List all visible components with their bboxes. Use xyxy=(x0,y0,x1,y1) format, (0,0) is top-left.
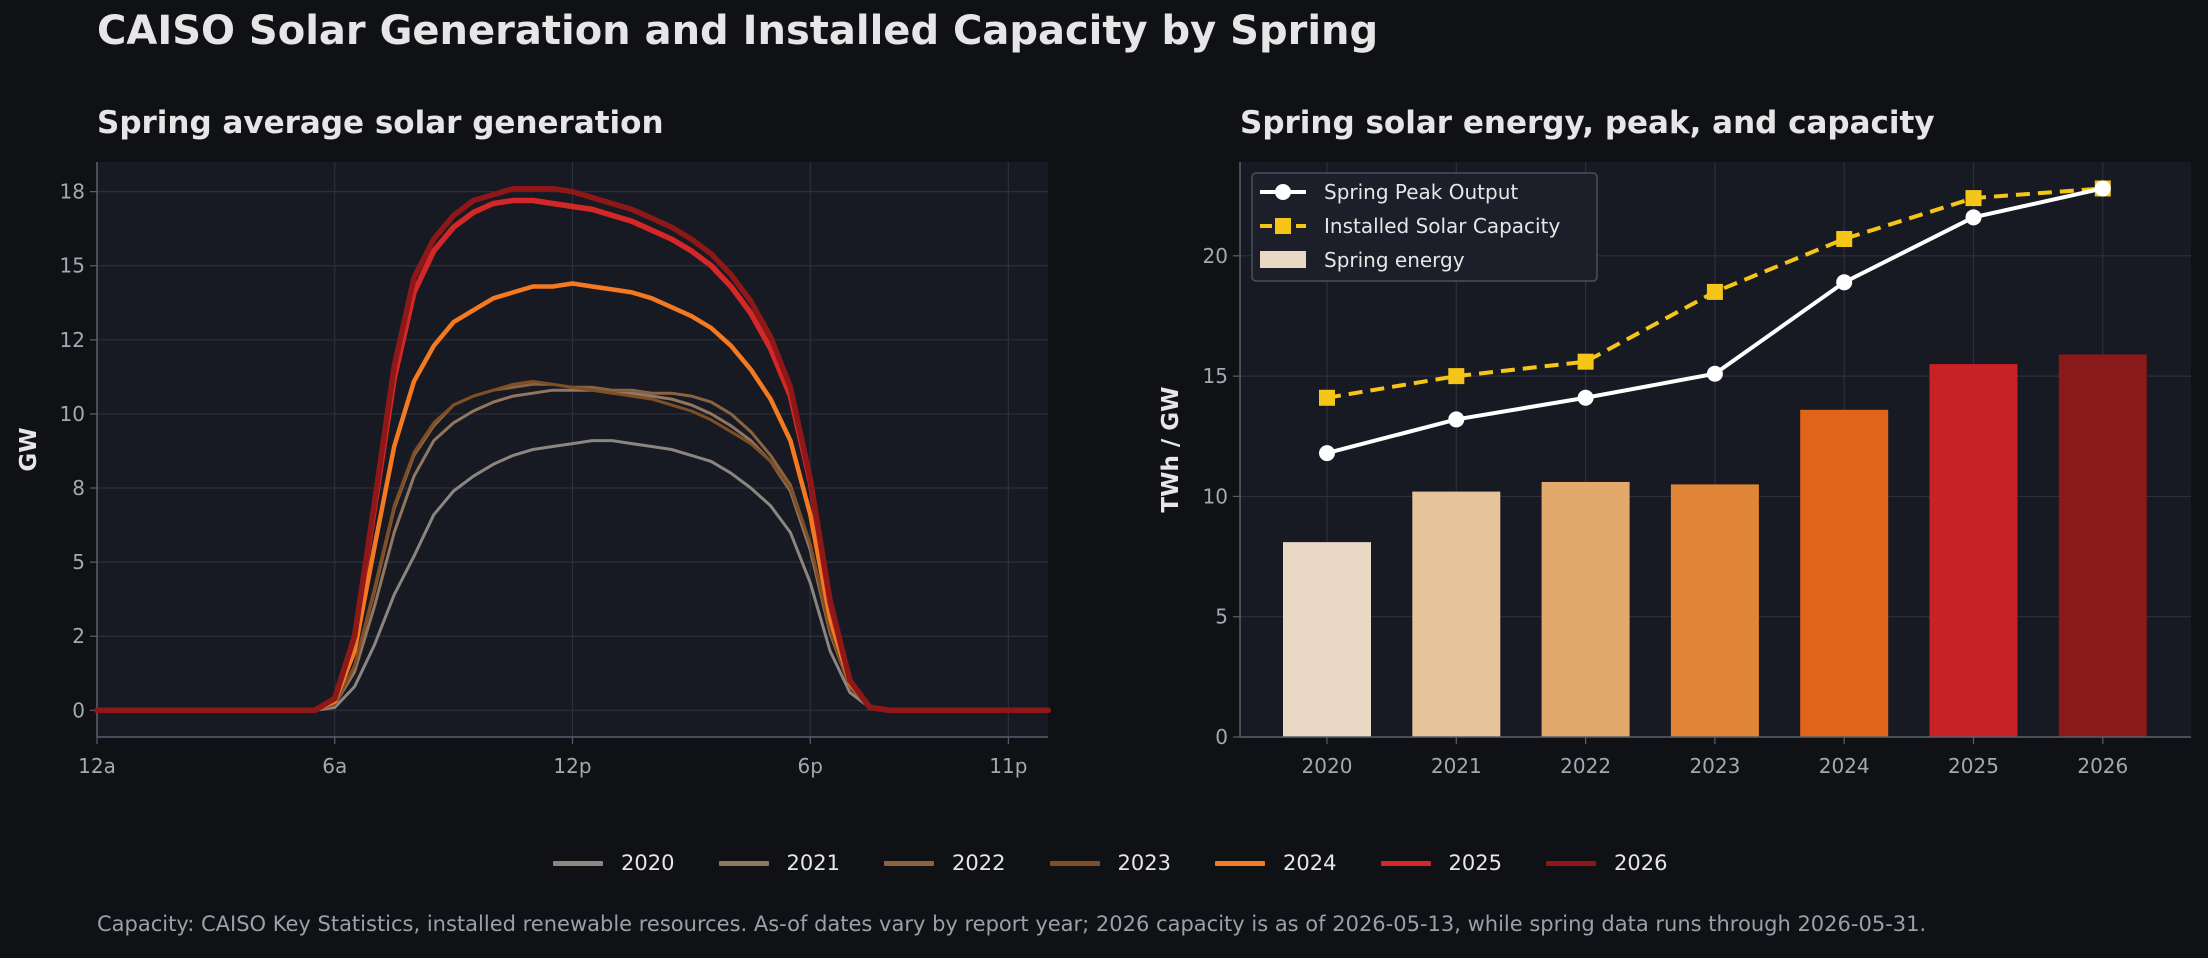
legend-swatch xyxy=(1215,860,1265,866)
left-panel-title: Spring average solar generation xyxy=(97,105,664,141)
figure-title: CAISO Solar Generation and Installed Cap… xyxy=(97,8,1379,54)
legend-swatch xyxy=(1049,860,1100,866)
legend-swatch-peak-marker xyxy=(1275,184,1291,200)
legend-item-2026: 2026 xyxy=(1546,843,1667,883)
legend-item-2022: 2022 xyxy=(884,843,1005,883)
right-x-tick-label: 2023 xyxy=(1689,754,1740,778)
legend-label: Spring Peak Output xyxy=(1324,180,1518,204)
legend-item-2024: 2024 xyxy=(1215,843,1336,883)
peak-marker-2021 xyxy=(1448,411,1465,428)
left-x-tick-label: 11p xyxy=(989,754,1027,778)
capacity-marker-2022 xyxy=(1577,353,1594,370)
peak-marker-2020 xyxy=(1319,445,1335,462)
left-y-tick-label: 12 xyxy=(60,328,85,352)
right-legend: Spring Peak Output Installed Solar Capaci… xyxy=(1251,172,1598,282)
right-legend-frame xyxy=(1251,172,1598,282)
right-y-tick-label: 15 xyxy=(1203,364,1228,388)
bottom-legend: 2020 2021 2022 2023 2024 2025 2026 xyxy=(0,843,2208,883)
left-y-tick-label: 2 xyxy=(72,624,85,648)
legend-label: Spring energy xyxy=(1324,248,1465,272)
right-x-tick-label: 2025 xyxy=(1948,754,1999,778)
legend-swatch xyxy=(718,860,769,866)
capacity-marker-2021 xyxy=(1448,368,1465,385)
left-y-tick-label: 5 xyxy=(72,550,85,574)
right-y-tick-label: 10 xyxy=(1203,484,1228,508)
legend-label: 2021 xyxy=(786,851,840,875)
legend-item-2021: 2021 xyxy=(718,843,840,883)
left-y-tick-label: 15 xyxy=(60,254,85,278)
left-x-tick-label: 6p xyxy=(798,754,823,778)
legend-swatch xyxy=(1380,860,1431,866)
right-x-tick-label: 2020 xyxy=(1302,754,1353,778)
generation-line-2023 xyxy=(95,379,1050,712)
capacity-marker-2020 xyxy=(1319,389,1335,406)
legend-swatch xyxy=(553,860,603,866)
peak-marker-2022 xyxy=(1577,389,1594,406)
left-y-tick-label: 18 xyxy=(60,180,85,204)
energy-bar-2022 xyxy=(1541,481,1630,737)
energy-bar-2024 xyxy=(1800,409,1889,737)
left-x-tick-label: 12a xyxy=(78,754,116,778)
legend-item-2025: 2025 xyxy=(1380,843,1502,883)
peak-marker-2024 xyxy=(1836,274,1853,291)
energy-bar-2023 xyxy=(1670,484,1759,737)
legend-label: 2022 xyxy=(952,851,1006,875)
legend-label: 2026 xyxy=(1614,851,1668,875)
footnote: Capacity: CAISO Key Statistics, installe… xyxy=(97,912,1927,936)
capacity-marker-2023 xyxy=(1706,283,1723,300)
left-y-axis-label: GW xyxy=(16,427,42,471)
right-x-tick-label: 2026 xyxy=(2077,754,2128,778)
left-x-tick-label: 6a xyxy=(322,754,347,778)
peak-marker-2025 xyxy=(1965,209,1982,226)
energy-bar-2025 xyxy=(1929,364,2018,737)
capacity-marker-2025 xyxy=(1965,190,1982,207)
legend-label: 2024 xyxy=(1283,851,1337,875)
legend-label: Installed Solar Capacity xyxy=(1324,214,1560,238)
legend-swatch xyxy=(884,860,934,866)
legend-label: 2023 xyxy=(1117,851,1171,875)
right-panel-title: Spring solar energy, peak, and capacity xyxy=(1240,105,1935,141)
legend-item-2023: 2023 xyxy=(1049,843,1171,883)
generation-line-2024 xyxy=(94,281,1051,713)
right-x-tick-label: 2021 xyxy=(1431,754,1482,778)
right-y-axis-label: TWh / GW xyxy=(1158,386,1184,512)
right-x-tick-label: 2024 xyxy=(1819,754,1870,778)
right-y-tick-label: 20 xyxy=(1203,244,1228,268)
right-x-tick-label: 2022 xyxy=(1560,754,1611,778)
legend-swatch-energy xyxy=(1260,251,1306,268)
left-y-tick-label: 8 xyxy=(72,476,85,500)
generation-line-2020 xyxy=(95,439,1050,712)
energy-bar-2020 xyxy=(1283,542,1371,737)
right-y-tick-label: 0 xyxy=(1215,725,1228,749)
left-y-tick-label: 10 xyxy=(60,402,85,426)
energy-bar-2026 xyxy=(2058,354,2147,737)
peak-marker-2023 xyxy=(1706,365,1723,382)
right-y-tick-label: 5 xyxy=(1215,605,1228,629)
left-x-tick-label: 12p xyxy=(553,754,591,778)
peak-marker-2026 xyxy=(2094,180,2111,197)
left-y-tick-label: 0 xyxy=(72,698,85,722)
energy-bar-2021 xyxy=(1412,491,1501,737)
legend-swatch xyxy=(1546,860,1596,866)
legend-label: 2020 xyxy=(621,851,675,875)
legend-item-2020: 2020 xyxy=(553,843,674,883)
legend-swatch-capacity-marker xyxy=(1275,218,1291,234)
capacity-marker-2024 xyxy=(1836,230,1853,247)
generation-line-2026 xyxy=(94,185,1051,714)
legend-label: 2025 xyxy=(1448,851,1502,875)
